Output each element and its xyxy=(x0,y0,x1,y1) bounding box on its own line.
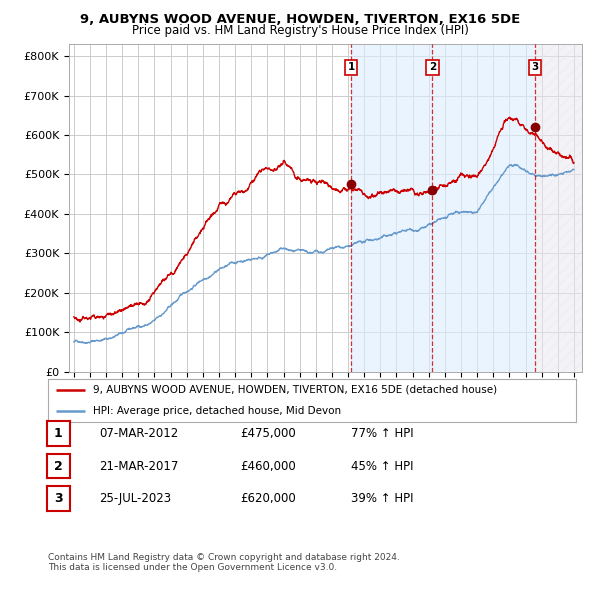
Text: 2: 2 xyxy=(54,460,62,473)
Bar xyxy=(351,44,535,372)
Text: £620,000: £620,000 xyxy=(240,492,296,505)
Text: £475,000: £475,000 xyxy=(240,427,296,440)
Bar xyxy=(535,44,582,372)
Bar xyxy=(535,44,582,372)
Text: 45% ↑ HPI: 45% ↑ HPI xyxy=(351,460,413,473)
Text: This data is licensed under the Open Government Licence v3.0.: This data is licensed under the Open Gov… xyxy=(48,563,337,572)
Text: Price paid vs. HM Land Registry's House Price Index (HPI): Price paid vs. HM Land Registry's House … xyxy=(131,24,469,37)
Text: 77% ↑ HPI: 77% ↑ HPI xyxy=(351,427,413,440)
Text: 9, AUBYNS WOOD AVENUE, HOWDEN, TIVERTON, EX16 5DE (detached house): 9, AUBYNS WOOD AVENUE, HOWDEN, TIVERTON,… xyxy=(93,385,497,395)
Text: 3: 3 xyxy=(54,492,62,505)
Text: £460,000: £460,000 xyxy=(240,460,296,473)
Text: 2: 2 xyxy=(428,62,436,72)
Text: 1: 1 xyxy=(54,427,62,440)
Text: 25-JUL-2023: 25-JUL-2023 xyxy=(99,492,171,505)
Text: 3: 3 xyxy=(531,62,538,72)
Text: 9, AUBYNS WOOD AVENUE, HOWDEN, TIVERTON, EX16 5DE: 9, AUBYNS WOOD AVENUE, HOWDEN, TIVERTON,… xyxy=(80,13,520,26)
Text: 21-MAR-2017: 21-MAR-2017 xyxy=(99,460,178,473)
Text: 07-MAR-2012: 07-MAR-2012 xyxy=(99,427,178,440)
Text: 39% ↑ HPI: 39% ↑ HPI xyxy=(351,492,413,505)
Text: HPI: Average price, detached house, Mid Devon: HPI: Average price, detached house, Mid … xyxy=(93,406,341,416)
Text: 1: 1 xyxy=(347,62,355,72)
Text: Contains HM Land Registry data © Crown copyright and database right 2024.: Contains HM Land Registry data © Crown c… xyxy=(48,553,400,562)
